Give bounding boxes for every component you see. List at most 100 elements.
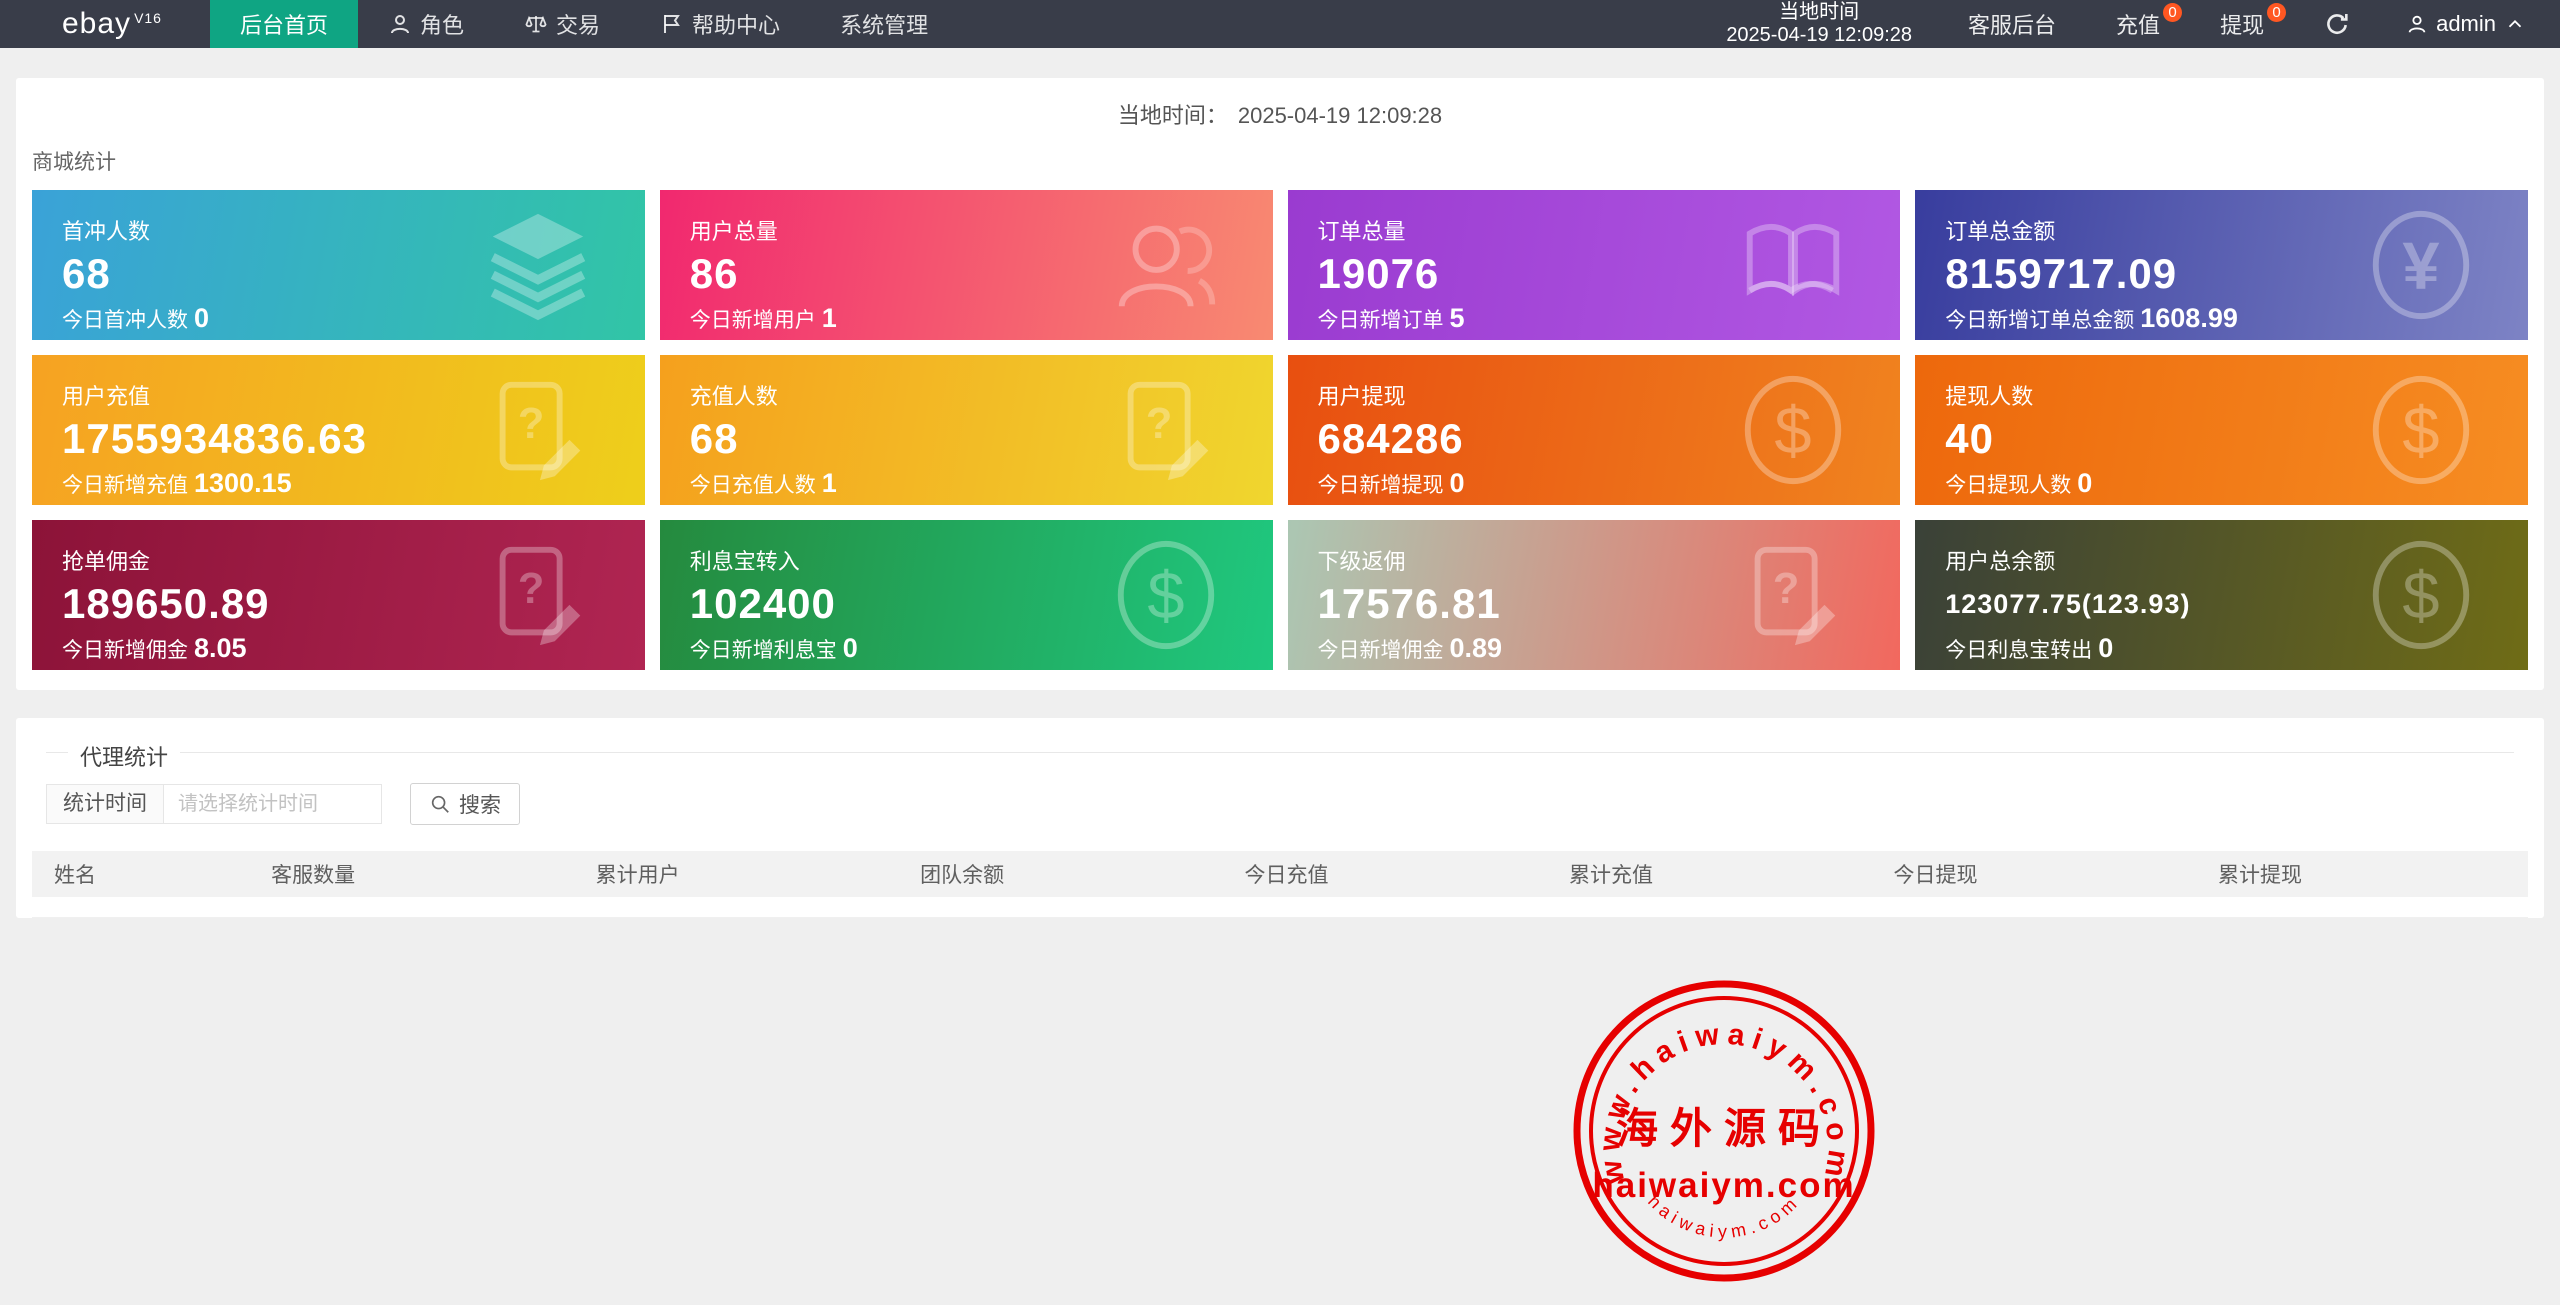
card-value: 19076	[1317, 250, 1440, 297]
shop-stats-panel: 当地时间： 2025-04-19 12:09:28 商城统计 首冲人数 68 今日…	[16, 78, 2544, 690]
card-line-label: 今日新增充值	[62, 474, 188, 497]
local-time-label: 当地时间	[1779, 1, 1860, 23]
time-value: 2025-04-19 12:09:28	[1237, 103, 1443, 128]
local-time-value: 2025-04-19 12:09:28	[1726, 24, 1913, 46]
search-button[interactable]: 搜索	[410, 783, 520, 825]
card-line-label: 今日充值人数	[689, 474, 816, 497]
card-line-value: 1608.99	[2140, 303, 2238, 333]
col-team-balance: 团队余额	[898, 851, 1223, 897]
refresh-button[interactable]	[2294, 0, 2380, 48]
user-menu[interactable]: admin	[2380, 0, 2560, 48]
nav-item-dashboard[interactable]: 后台首页	[210, 0, 359, 48]
card-line-label: 今日新增提现	[1317, 474, 1444, 497]
stamp-inner-circle	[1589, 996, 1859, 1266]
open-book-icon	[1734, 206, 1852, 324]
nav-link-label: 充值	[2116, 13, 2161, 38]
dollar-circle-icon: $	[2362, 536, 2480, 654]
dollar-circle-icon: $	[2362, 371, 2480, 489]
agent-table-header-row: 姓名 客服数量 累计用户 团队余额 今日充值 累计充值 今日提现 累计提现	[32, 851, 2528, 897]
card-line-label: 今日新增用户	[689, 309, 816, 332]
card-line-value: 0.89	[1449, 633, 1503, 663]
document-edit-icon: ?	[1734, 536, 1852, 654]
local-time: 当地时间 2025-04-19 12:09:28	[1700, 0, 1938, 48]
col-total-recharge: 累计充值	[1547, 851, 1872, 897]
card-title: 首冲人数	[62, 219, 151, 244]
card-value: 1755934836.63	[62, 415, 367, 462]
navbar-right: 当地时间 2025-04-19 12:09:28 客服后台 充值 0 提现 0 …	[1700, 0, 2560, 48]
document-edit-icon: ?	[479, 371, 597, 489]
time-label: 当地时间：	[1117, 103, 1228, 128]
svg-text:$: $	[1147, 559, 1184, 634]
svg-text:?: ?	[518, 565, 544, 613]
yen-circle-icon: ¥	[2362, 206, 2480, 324]
document-edit-icon: ?	[479, 536, 597, 654]
nav-item-system[interactable]: 系统管理	[810, 0, 958, 48]
withdraw-badge: 0	[2267, 3, 2287, 22]
nav-item-label: 后台首页	[240, 13, 329, 38]
brand-version: V16	[134, 10, 162, 26]
refresh-icon	[2327, 14, 2348, 34]
nav-item-help-center[interactable]: 帮助中心	[630, 0, 810, 48]
dollar-circle-icon: $	[1107, 536, 1225, 654]
users-icon	[1107, 206, 1225, 324]
svg-text:¥: ¥	[2402, 229, 2439, 304]
card-line-value: 0	[2077, 468, 2093, 498]
svg-text:$: $	[1775, 394, 1812, 469]
nav-item-label: 角色	[420, 13, 465, 38]
nav-link-withdraw[interactable]: 提现 0	[2190, 0, 2294, 48]
svg-text:$: $	[2402, 559, 2439, 634]
card-line-label: 今日新增佣金	[1317, 639, 1444, 662]
search-icon	[431, 795, 449, 813]
card-title: 用户总量	[689, 219, 778, 244]
card-line-value: 8.05	[194, 633, 247, 663]
agent-table-empty-row	[32, 897, 2528, 918]
recharge-badge: 0	[2163, 3, 2183, 22]
nav-link-label: 客服后台	[1968, 13, 2057, 38]
card-line-value: 0	[1449, 468, 1465, 498]
card-line-label: 今日提现人数	[1945, 474, 2072, 497]
user-icon	[2408, 15, 2426, 33]
watermark-stamp: www.haiwaiym.com 海外源码 haiwaiym.com haiwa…	[1568, 972, 1880, 1290]
nav-link-recharge[interactable]: 充值 0	[2086, 0, 2190, 48]
stamp-center-domain: haiwaiym.com	[1592, 1166, 1855, 1205]
agent-stats-panel: 代理统计 统计时间 搜索 姓名 客服数量 累计用户 团队余额 今日充值 累计充值…	[16, 718, 2544, 918]
search-button-label: 搜索	[459, 794, 501, 817]
nav-item-trade[interactable]: 交易	[494, 0, 630, 48]
brand-text: ebay	[62, 7, 132, 40]
card-value: 123077.75(123.93)	[1945, 589, 2191, 619]
card-value: 8159717.09	[1945, 250, 2178, 297]
nav-link-service-backend[interactable]: 客服后台	[1938, 0, 2086, 48]
card-line-value: 0	[194, 303, 210, 333]
local-time-line: 当地时间： 2025-04-19 12:09:28	[16, 92, 2544, 130]
flag-icon	[664, 15, 680, 33]
agent-table: 姓名 客服数量 累计用户 团队余额 今日充值 累计充值 今日提现 累计提现	[32, 851, 2528, 918]
col-today-withdraw: 今日提现	[1871, 851, 2196, 897]
card-title: 用户提现	[1317, 384, 1406, 409]
svg-text:?: ?	[1773, 565, 1799, 613]
dollar-circle-icon: $	[1734, 371, 1852, 489]
card-line-label: 今日新增订单总金额	[1945, 309, 2135, 332]
col-today-recharge: 今日充值	[1222, 851, 1548, 897]
card-line-label: 今日首冲人数	[62, 309, 188, 332]
stamp-outer-circle	[1573, 980, 1875, 1282]
card-value: 17576.81	[1317, 580, 1501, 627]
brand-logo[interactable]: ebay V16	[0, 0, 210, 48]
card-value: 102400	[689, 580, 836, 627]
stat-time-input[interactable]	[164, 784, 382, 824]
col-total-users: 累计用户	[573, 851, 899, 897]
card-line-value: 1	[821, 468, 837, 498]
nav-item-roles[interactable]: 角色	[358, 0, 494, 48]
svg-text:?: ?	[518, 400, 544, 448]
card-value: 68	[62, 250, 111, 297]
agent-filter-form: 统计时间 搜索	[46, 783, 2528, 825]
